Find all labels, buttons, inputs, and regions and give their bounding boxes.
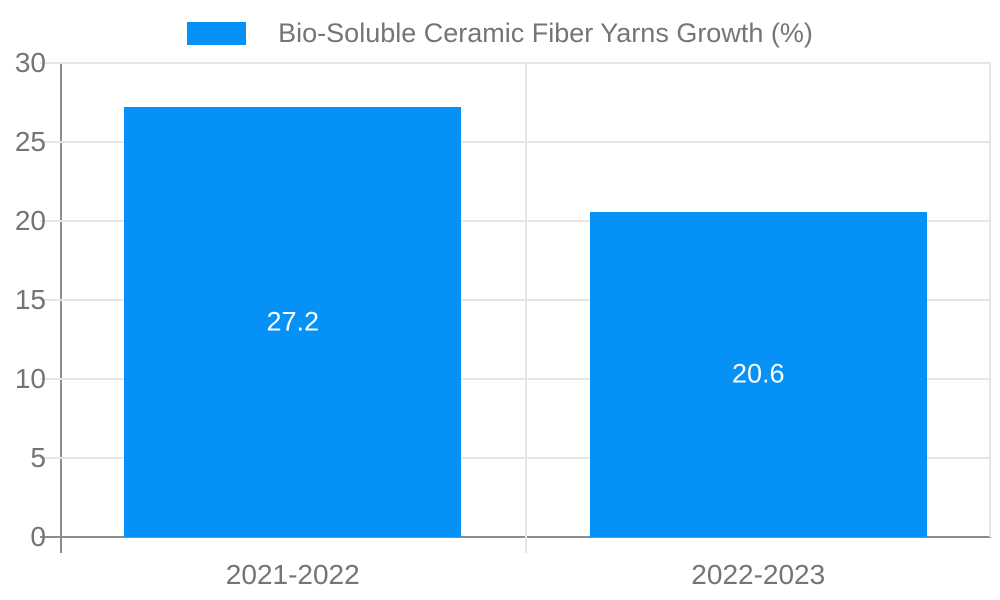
y-tick-label: 15 (14, 284, 46, 315)
y-axis-line (60, 63, 62, 553)
y-tick-label: 10 (14, 363, 46, 395)
gridline-y-30 (40, 62, 991, 64)
category-divider (524, 63, 527, 553)
x-tick-label: 2022-2023 (691, 559, 826, 590)
y-tick-label: 30 (14, 47, 46, 78)
x-tick-label: 2021-2022 (225, 559, 360, 590)
y-tick-label: 0 (30, 521, 46, 552)
bar-2022-2023: 20.6 (589, 211, 927, 537)
x-axis-line (40, 536, 991, 538)
y-tick-label: 25 (14, 126, 46, 157)
bar-value-label: 27.2 (266, 306, 320, 337)
y-tick-label: 20 (14, 205, 46, 237)
gridline-y-20 (40, 220, 991, 223)
plot-area: 0 5 10 15 20 25 30 2021-2022 2022-2023 27.2 20.6 (15, 49, 991, 590)
gridline-y-25 (40, 141, 991, 143)
legend-swatch (187, 22, 247, 45)
bar-2021-2022: 27.2 (124, 107, 462, 537)
gridline-y-10 (40, 378, 991, 381)
gridline-y-5 (40, 457, 991, 460)
legend-label: Bio-Soluble Ceramic Fiber Yarns Growth (… (278, 18, 813, 48)
gridline-y-15 (40, 299, 991, 301)
bar-value-label: 20.6 (731, 358, 785, 389)
chart-legend: Bio-Soluble Ceramic Fiber Yarns Growth (… (0, 18, 1000, 49)
y-tick-label: 5 (30, 442, 46, 474)
